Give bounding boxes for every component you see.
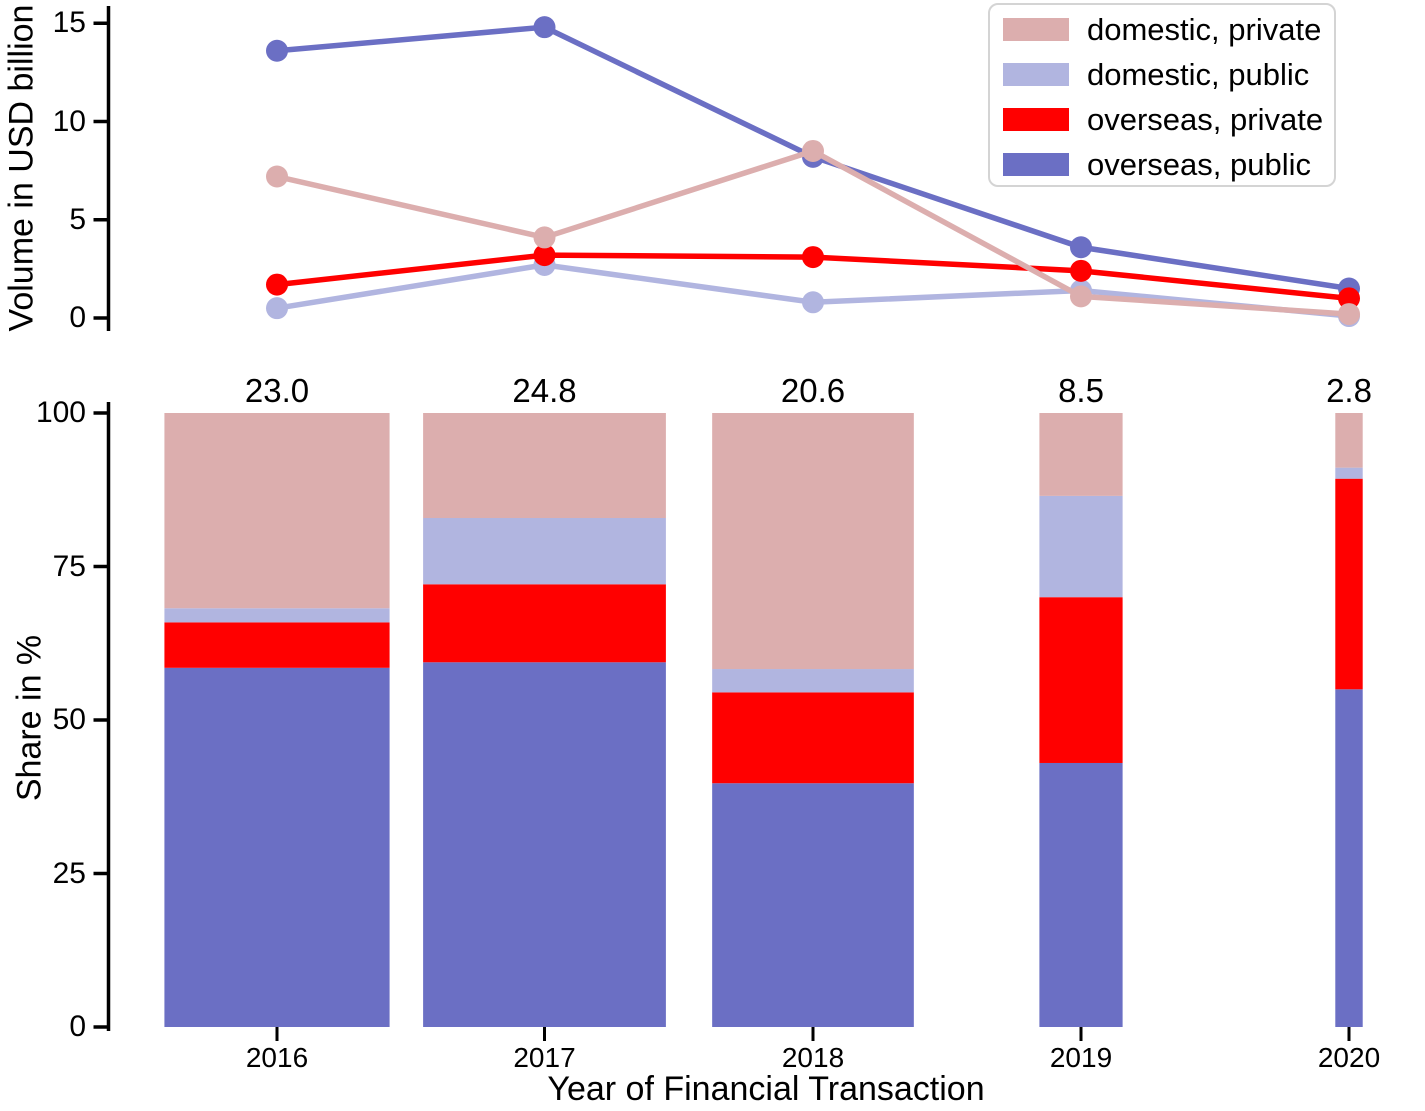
bar-total-label-2020: 2.8 (1326, 372, 1372, 409)
x-axis-title: Year of Financial Transaction (547, 1070, 985, 1108)
bottom-ytick-label-100: 100 (35, 396, 86, 429)
legend-swatch-domestic-private (1003, 18, 1069, 41)
bar-total-label-2017: 24.8 (512, 372, 577, 409)
xtick-label-2017: 2017 (513, 1042, 576, 1073)
bar-segment-2020-overseas-private (1335, 478, 1363, 690)
legend-label-overseas-public: overseas, public (1087, 146, 1312, 182)
bar-segment-2019-overseas-private (1039, 597, 1123, 763)
bar-segment-2018-domestic-private (712, 413, 914, 670)
bottom-ytick-label-50: 50 (52, 703, 86, 736)
bottom-ytick-label-0: 0 (69, 1010, 86, 1043)
dot-domestic-private-2020 (1338, 303, 1360, 326)
legend-label-domestic-private: domestic, private (1087, 11, 1322, 47)
dot-domestic-private-2017 (533, 226, 556, 249)
dot-overseas-public-2016 (266, 39, 288, 62)
dot-domestic-private-2016 (266, 165, 288, 188)
bar-segment-2019-domestic-public (1039, 495, 1123, 598)
bottom-ytick-label-75: 75 (52, 549, 86, 583)
dot-overseas-private-2020 (1338, 287, 1360, 310)
dot-domestic-private-2019 (1070, 285, 1092, 308)
bar-segment-2017-overseas-private (423, 584, 666, 663)
legend: domestic, private domestic, public oversea… (988, 3, 1336, 187)
bar-segment-2016-overseas-public (164, 667, 390, 1027)
bar-segment-2018-overseas-private (712, 692, 914, 784)
bar-segment-2020-domestic-private (1335, 413, 1363, 468)
xtick-label-2016: 2016 (245, 1042, 309, 1073)
legend-swatch-overseas-private (1003, 108, 1069, 131)
dot-overseas-private-2018 (802, 246, 824, 269)
top-ytick-label-15: 15 (52, 6, 86, 40)
dot-domestic-private-2018 (802, 139, 824, 162)
legend-item-domestic-private: domestic, private (990, 7, 1334, 52)
xtick-label-2018: 2018 (781, 1042, 845, 1073)
bar-segment-2018-overseas-public (712, 783, 914, 1027)
bar-segment-2017-domestic-private (423, 413, 666, 518)
legend-item-overseas-public: overseas, public (990, 142, 1334, 187)
bar-segment-2016-domestic-private (164, 413, 390, 609)
dot-overseas-private-2016 (266, 273, 288, 296)
bar-total-label-2019: 8.5 (1058, 372, 1104, 409)
bar-total-label-2018: 20.6 (780, 372, 846, 409)
bar-segment-2019-overseas-public (1039, 762, 1123, 1027)
bar-segment-2016-overseas-private (164, 622, 390, 668)
top-ytick-label-5: 5 (69, 202, 86, 236)
dot-overseas-public-2017 (533, 16, 556, 39)
dot-overseas-public-2019 (1070, 236, 1092, 259)
dot-domestic-public-2016 (266, 297, 288, 320)
xtick-label-2020: 2020 (1317, 1042, 1381, 1073)
bar-total-label-2016: 23.0 (244, 372, 310, 409)
dot-overseas-private-2019 (1070, 259, 1092, 282)
bar-segment-2020-overseas-public (1335, 689, 1363, 1027)
legend-swatch-domestic-public (1003, 63, 1069, 86)
top-y-axis-title: Volume in USD billion (2, 4, 41, 332)
bottom-ytick-label-25: 25 (52, 856, 86, 890)
legend-label-domestic-public: domestic, public (1087, 56, 1310, 92)
bar-segment-2017-domestic-public (423, 517, 666, 585)
legend-item-overseas-private: overseas, private (990, 97, 1334, 142)
legend-item-domestic-public: domestic, public (990, 52, 1334, 97)
legend-swatch-overseas-public (1003, 153, 1069, 176)
bar-segment-2016-domestic-public (164, 608, 390, 623)
dot-domestic-public-2018 (802, 291, 824, 314)
top-ytick-label-10: 10 (52, 104, 86, 138)
bar-segment-2018-domestic-public (712, 669, 914, 693)
bar-segment-2017-overseas-public (423, 662, 666, 1027)
top-ytick-label-0: 0 (69, 301, 86, 334)
xtick-label-2019: 2019 (1049, 1042, 1113, 1073)
bar-segment-2020-domestic-public (1335, 467, 1363, 479)
dot-overseas-private-2017 (533, 244, 556, 267)
legend-label-overseas-private: overseas, private (1087, 101, 1324, 137)
bar-segment-2019-domestic-private (1039, 413, 1123, 496)
